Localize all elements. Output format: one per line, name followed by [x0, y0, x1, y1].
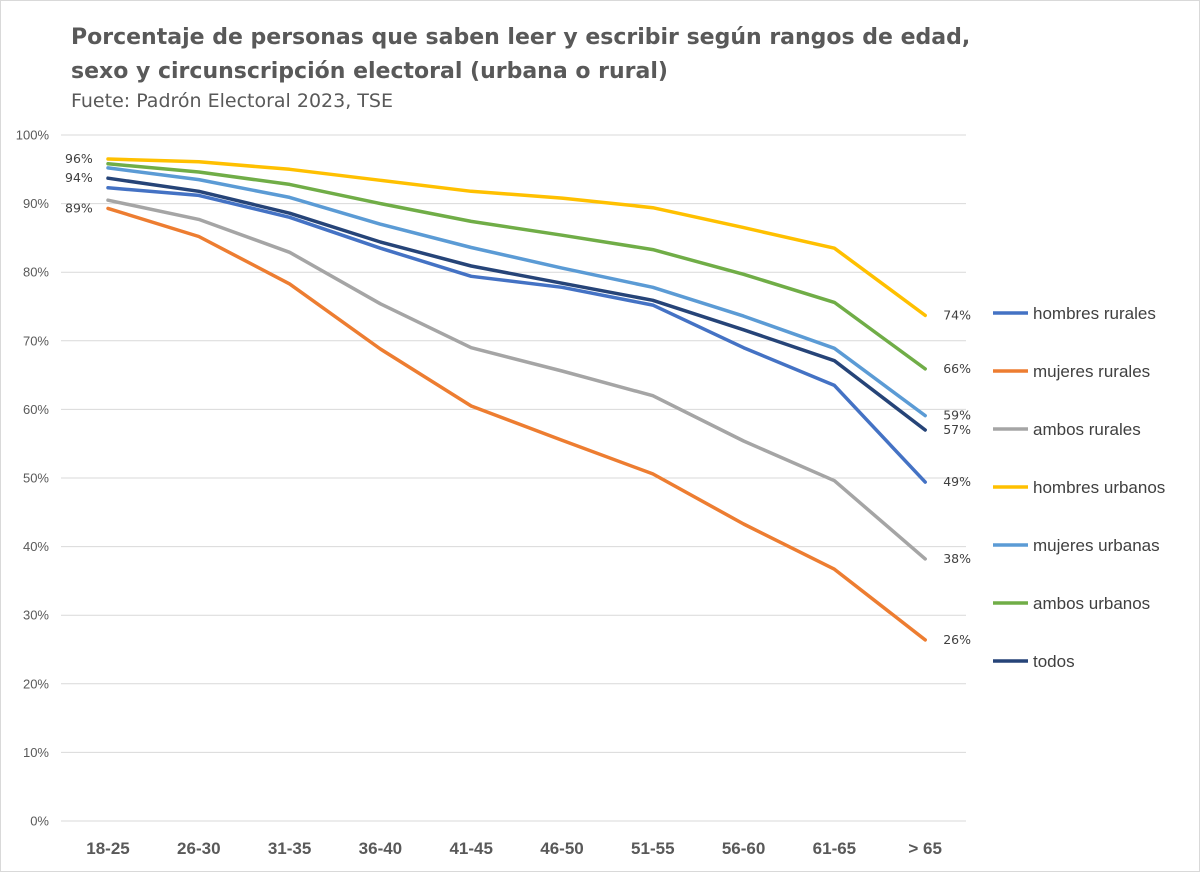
x-tick-label: > 65 [908, 839, 942, 858]
x-tick-label: 36-40 [359, 839, 402, 858]
data-label: 96% [65, 151, 93, 166]
y-tick-label: 80% [23, 265, 49, 280]
legend-label: ambos urbanos [1033, 594, 1150, 613]
data-label: 49% [943, 474, 971, 489]
y-tick-label: 30% [23, 608, 49, 623]
y-tick-label: 0% [30, 814, 49, 829]
y-tick-label: 20% [23, 676, 49, 691]
series-line [106, 186, 927, 484]
x-tick-label: 26-30 [177, 839, 220, 858]
x-tick-label: 61-65 [813, 839, 856, 858]
y-tick-label: 60% [23, 402, 49, 417]
x-tick-label: 31-35 [268, 839, 311, 858]
y-tick-label: 50% [23, 471, 49, 486]
series-line [106, 176, 927, 432]
data-label: 38% [943, 551, 971, 566]
data-label: 74% [943, 307, 971, 322]
y-tick-label: 10% [23, 745, 49, 760]
chart-subtitle: Fuete: Padrón Electoral 2023, TSE [71, 90, 393, 112]
legend-label: todos [1033, 652, 1075, 671]
y-tick-label: 100% [16, 128, 50, 143]
x-axis-ticks: 18-25 26-30 31-35 36-40 41-45 46-50 51-55 56-60… [86, 839, 942, 858]
series-line [106, 166, 927, 418]
x-tick-label: 41-45 [449, 839, 492, 858]
series-line [106, 198, 927, 561]
x-tick-label: 18-25 [86, 839, 129, 858]
series-line [106, 162, 927, 371]
series-line [106, 206, 927, 642]
legend-label: hombres urbanos [1033, 478, 1165, 497]
y-tick-label: 40% [23, 539, 49, 554]
legend-label: mujeres urbanas [1033, 536, 1160, 555]
legend-label: hombres rurales [1033, 304, 1156, 323]
data-label: 26% [943, 632, 971, 647]
data-label: 66% [943, 361, 971, 376]
x-tick-label: 51-55 [631, 839, 674, 858]
data-labels: 49% 26% 89% 38% 74% 96% 59% 66% 57% 94% [65, 151, 971, 647]
y-axis-ticks: 0% 10% 20% 30% 40% 50% 60% 70% 80% 90% 100% [16, 128, 50, 829]
chart-title: Porcentaje de personas que saben leer y … [71, 25, 971, 84]
legend-label: mujeres rurales [1033, 362, 1150, 381]
x-tick-label: 46-50 [540, 839, 583, 858]
data-label: 94% [65, 170, 93, 185]
y-tick-label: 90% [23, 196, 49, 211]
legend: hombres rurales mujeres rurales ambos rura… [993, 304, 1165, 671]
gridlines [61, 134, 966, 822]
data-label: 89% [65, 200, 93, 215]
x-tick-label: 56-60 [722, 839, 765, 858]
y-tick-label: 70% [23, 333, 49, 348]
data-label: 57% [943, 422, 971, 437]
series-line [106, 157, 927, 318]
data-label: 59% [943, 408, 971, 423]
legend-label: ambos rurales [1033, 420, 1141, 439]
series-lines [106, 157, 927, 642]
